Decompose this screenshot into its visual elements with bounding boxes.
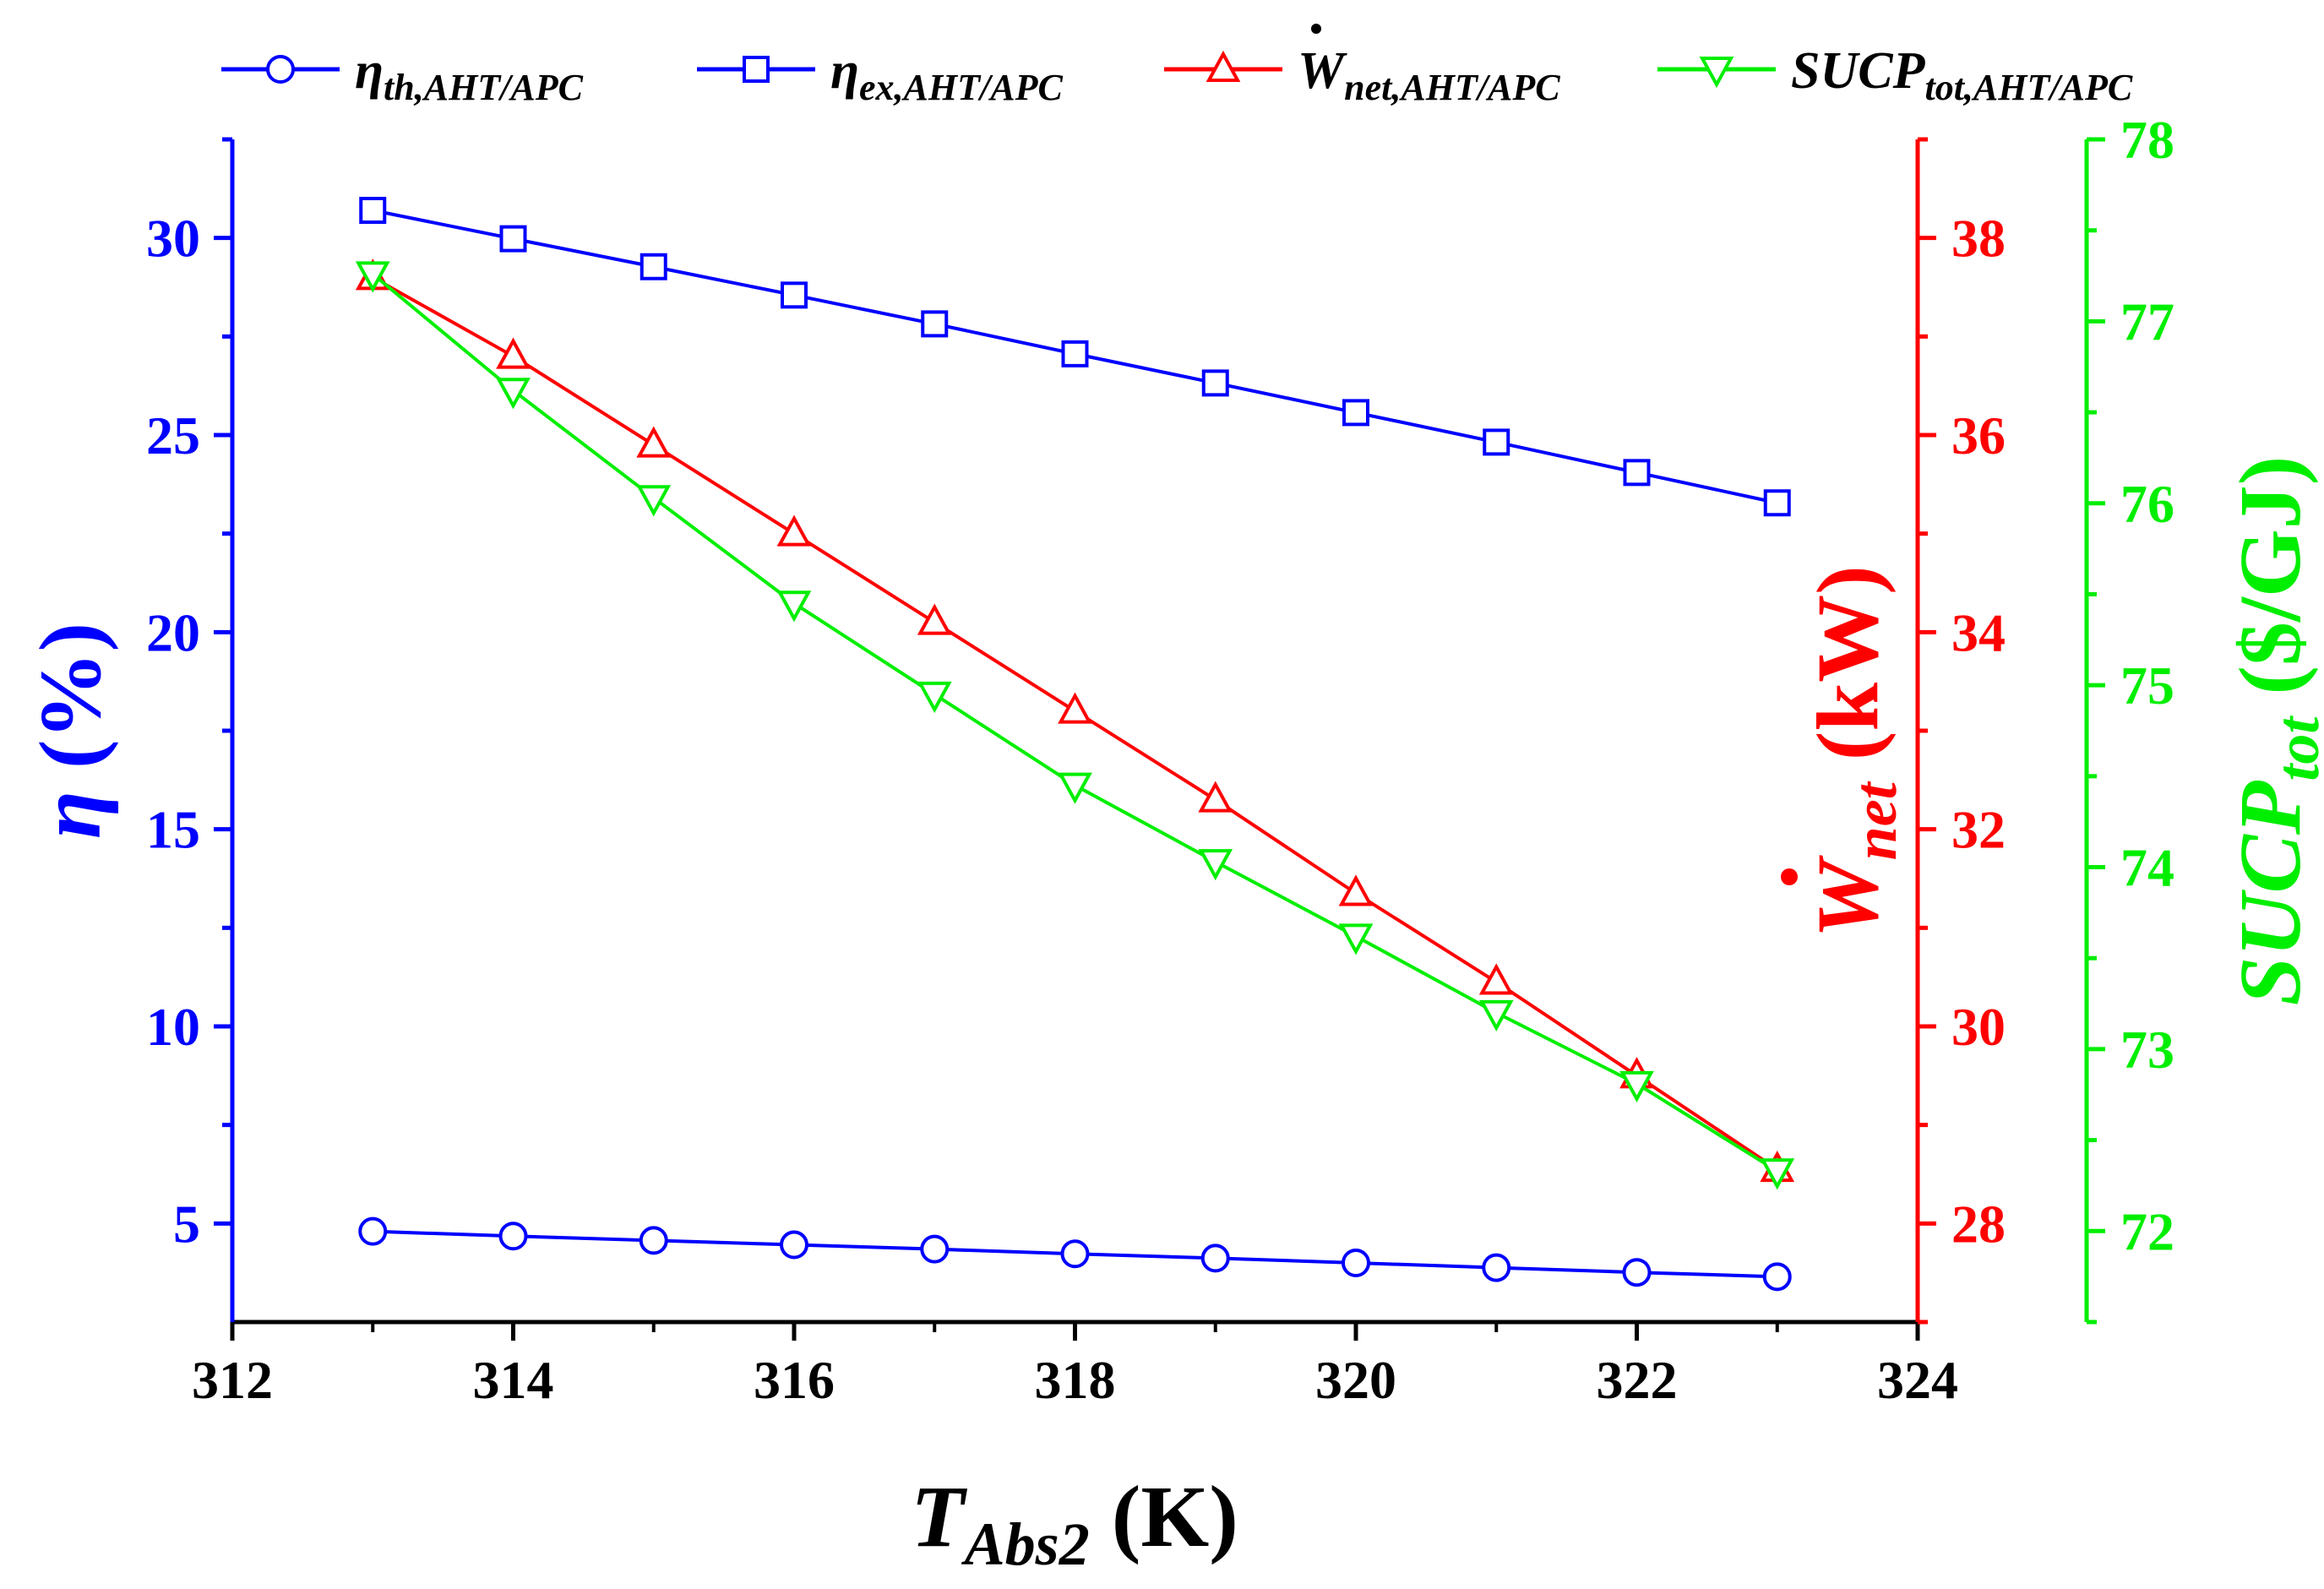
legend: ηth,AHT/APC ηex,AHT/APC Wnet,AHT/APC SUCPto… xyxy=(221,24,2133,108)
data-point xyxy=(1478,963,1514,995)
series-3 xyxy=(355,261,1795,1190)
data-point xyxy=(1342,399,1369,427)
axis-labels: TAbs2 (K) η (%) Wnet (kW) SUCPtot ($/GJ) xyxy=(22,456,2324,1578)
data-point xyxy=(636,485,672,517)
legend-entry-0: ηth,AHT/APC xyxy=(221,42,584,108)
left-tick-label: 30 xyxy=(146,209,200,269)
x-tick-label: 314 xyxy=(473,1350,554,1410)
legend-entry-1: ηex,AHT/APC xyxy=(697,42,1063,108)
x-tick-label: 322 xyxy=(1597,1350,1678,1410)
sucp-tick-label: 74 xyxy=(2120,838,2174,898)
data-point xyxy=(1198,849,1233,881)
data-point xyxy=(1623,459,1651,487)
left-axis-title: η (%) xyxy=(22,623,119,839)
data-point xyxy=(636,426,672,458)
wnet-tick-label: 36 xyxy=(1951,405,2006,465)
wnet-axis-title: Wnet (kW) xyxy=(1799,565,1909,939)
axes: 312 314 316 318 320 322 324 5 10 15 20 25 30 28 30 32 34… xyxy=(146,110,2174,1410)
left-tick-label: 25 xyxy=(146,405,200,465)
left-tick-label: 15 xyxy=(146,800,200,860)
sucp-tick-label: 73 xyxy=(2120,1020,2174,1080)
data-point xyxy=(1200,1243,1230,1273)
sucp-tick-label: 77 xyxy=(2120,291,2174,351)
x-tick-label: 324 xyxy=(1877,1350,1958,1410)
legend-label: ηth,AHT/APC xyxy=(355,42,584,108)
data-point xyxy=(1338,923,1374,955)
sucp-tick-label: 76 xyxy=(2120,474,2174,534)
data-point xyxy=(496,378,531,410)
x-tick-label: 318 xyxy=(1035,1350,1116,1410)
data-point xyxy=(359,197,387,224)
data-point xyxy=(1338,874,1374,906)
left-tick-label: 20 xyxy=(146,602,200,662)
data-point xyxy=(496,337,531,369)
plot-area xyxy=(355,197,1795,1292)
x-tick-label: 316 xyxy=(754,1350,835,1410)
data-point xyxy=(1198,781,1233,813)
data-point xyxy=(920,1234,950,1264)
sucp-axis-title: SUCPtot ($/GJ) xyxy=(2222,456,2324,1006)
legend-label: ηex,AHT/APC xyxy=(830,42,1063,108)
wnet-tick-label: 28 xyxy=(1951,1194,2006,1254)
data-point xyxy=(1760,1158,1795,1190)
data-point xyxy=(1483,428,1510,456)
data-point xyxy=(776,590,812,623)
sucp-tick-label: 75 xyxy=(2120,656,2174,716)
data-point xyxy=(921,310,949,338)
wnet-tick-label: 32 xyxy=(1951,800,2006,860)
data-point xyxy=(1619,1070,1654,1103)
data-point xyxy=(780,1230,808,1260)
data-point xyxy=(1622,1258,1652,1287)
data-point xyxy=(1201,369,1229,397)
legend-entry-3: SUCPtot,AHT/APC xyxy=(1657,42,2133,108)
wnet-tick-label: 30 xyxy=(1951,997,2006,1057)
legend-marker xyxy=(1699,57,1734,89)
series-2 xyxy=(355,258,1795,1183)
data-point xyxy=(776,514,812,547)
x-tick-label: 320 xyxy=(1315,1350,1396,1410)
data-point xyxy=(499,225,527,253)
legend-marker xyxy=(1206,50,1241,82)
data-point xyxy=(498,1222,528,1251)
series-1 xyxy=(359,197,1791,517)
data-point xyxy=(639,1226,668,1255)
data-point xyxy=(1058,692,1092,724)
data-point xyxy=(917,681,952,714)
data-point xyxy=(917,603,952,635)
data-point xyxy=(1482,1253,1511,1282)
sucp-tick-label: 72 xyxy=(2120,1201,2174,1261)
data-point xyxy=(781,281,808,309)
legend-marker xyxy=(266,55,295,84)
wnet-tick-label: 38 xyxy=(1951,209,2006,269)
data-point xyxy=(1060,1239,1090,1269)
dot-accent xyxy=(1311,24,1321,34)
data-point xyxy=(1342,1249,1370,1277)
left-tick-label: 5 xyxy=(173,1194,200,1254)
legend-marker xyxy=(743,56,770,83)
x-axis-title: TAbs2 (K) xyxy=(911,1468,1238,1578)
data-point xyxy=(640,253,667,280)
legend-entry-2: Wnet,AHT/APC xyxy=(1164,24,1560,108)
data-point xyxy=(358,1216,388,1246)
series-0 xyxy=(358,1216,1792,1292)
legend-label: SUCPtot,AHT/APC xyxy=(1791,42,2133,108)
data-point xyxy=(1763,489,1791,517)
wnet-dot-accent xyxy=(1781,868,1798,885)
data-point xyxy=(1058,772,1092,804)
data-point xyxy=(1061,340,1089,367)
data-point xyxy=(355,261,390,293)
data-point xyxy=(1478,999,1514,1032)
sucp-tick-label: 78 xyxy=(2120,110,2174,170)
wnet-tick-label: 34 xyxy=(1951,602,2006,662)
legend-label: Wnet,AHT/APC xyxy=(1298,42,1560,108)
left-tick-label: 10 xyxy=(146,997,200,1057)
data-point xyxy=(1762,1262,1792,1292)
x-tick-label: 312 xyxy=(192,1350,273,1410)
